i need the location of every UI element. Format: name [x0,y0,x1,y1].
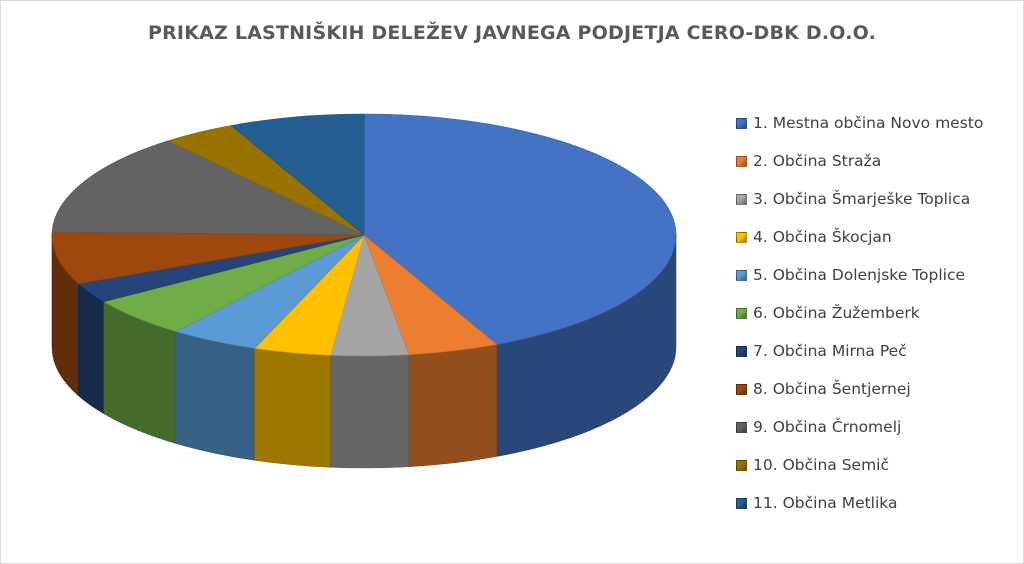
legend-label-4: 4. Občina Škocjan [753,228,892,246]
legend-label-7: 7. Občina Mirna Peč [753,342,907,360]
legend-label-6: 6. Občina Žužemberk [753,304,920,322]
legend-swatch-10 [736,459,747,471]
legend-item-6: 6. Občina Žužemberk [736,294,983,332]
legend-item-1: 1. Mestna občina Novo mesto [736,104,983,142]
legend-item-4: 4. Občina Škocjan [736,218,983,256]
pie-slice-side-3 [330,354,410,469]
legend-item-8: 8. Občina Šentjernej [736,370,983,408]
legend-label-9: 9. Občina Črnomelj [753,418,902,436]
pie-slice-side-2 [408,344,498,467]
legend-swatch-9 [736,421,747,433]
legend-swatch-7 [736,345,747,357]
pie-slice-side-5 [175,331,255,461]
legend-item-2: 2. Občina Straža [736,142,983,180]
pie-slice-side-4 [254,348,331,468]
chart-title: PRIKAZ LASTNIŠKIH DELEŽEV JAVNEGA PODJET… [147,22,877,44]
legend-label-8: 8. Občina Šentjernej [753,380,911,398]
pie-slice-1 [363,113,677,345]
legend-item-11: 11. Občina Metlika [736,484,983,522]
legend-swatch-4 [736,231,747,243]
legend-swatch-11 [736,497,747,509]
legend-item-10: 10. Občina Semič [736,446,983,484]
legend-label-11: 11. Občina Metlika [753,494,898,512]
legend-label-3: 3. Občina Šmarješke Toplica [753,190,971,208]
legend-swatch-5 [736,269,747,281]
legend-label-2: 2. Občina Straža [753,152,882,170]
pie-slice-side-7 [78,283,105,415]
pie-slice-8 [51,231,365,285]
legend-label-1: 1. Mestna občina Novo mesto [753,114,984,132]
legend-swatch-6 [736,307,747,319]
pie-slice-11 [230,113,365,236]
chart-legend: 1. Mestna občina Novo mesto 2. Občina Str… [736,104,983,522]
legend-label-10: 10. Občina Semič [753,456,889,474]
legend-swatch-3 [736,193,747,205]
legend-label-5: 5. Občina Dolenjske Toplice [753,266,966,284]
legend-swatch-8 [736,383,747,395]
legend-item-5: 5. Občina Dolenjske Toplice [736,256,983,294]
legend-swatch-2 [736,155,747,167]
pie-slice-9 [51,140,365,236]
legend-item-9: 9. Občina Črnomelj [736,408,983,446]
legend-swatch-1 [736,117,747,129]
legend-item-3: 3. Občina Šmarješke Toplica [736,180,983,218]
legend-item-7: 7. Občina Mirna Peč [736,332,983,370]
